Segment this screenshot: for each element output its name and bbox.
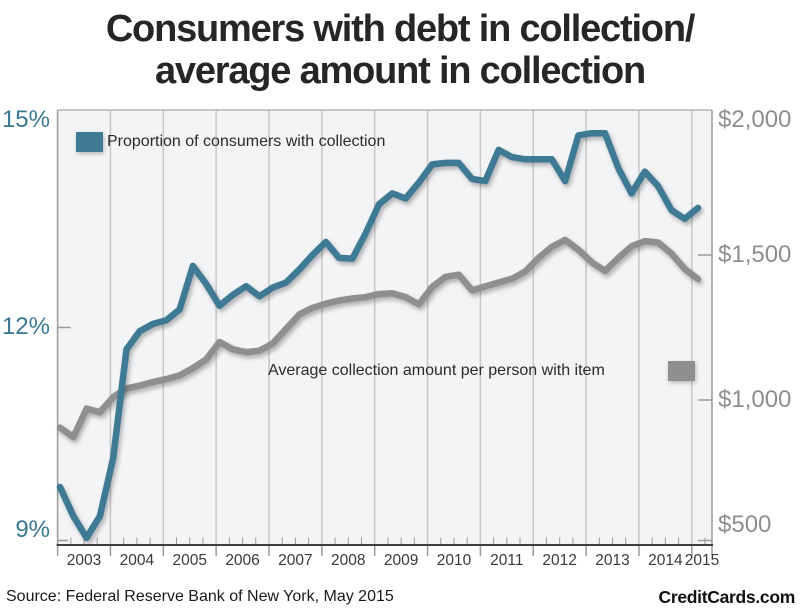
x-axis-year-label-2005: 2005 bbox=[172, 552, 207, 569]
x-axis-year-label-2010: 2010 bbox=[436, 552, 472, 569]
y-left-tick-label-12pct: 12% bbox=[1, 313, 50, 340]
legend-swatch-average-amount bbox=[668, 361, 695, 381]
y-left-tick-label-15pct: 15% bbox=[1, 106, 50, 133]
source-credit: Source: Federal Reserve Bank of New York… bbox=[6, 588, 394, 605]
y-right-tick-label-500: $500 bbox=[718, 511, 772, 538]
x-axis-year-label-2004: 2004 bbox=[119, 552, 155, 569]
y-left-tick-label-9pct: 9% bbox=[15, 516, 50, 543]
x-axis-year-label-2006: 2006 bbox=[225, 552, 260, 569]
chart-title-line1: Consumers with debt in collection/ bbox=[105, 8, 696, 50]
x-axis-year-label-2007: 2007 bbox=[278, 552, 313, 569]
y-right-tick-label-1500: $1,500 bbox=[718, 241, 792, 268]
chart-title-line2: average amount in collection bbox=[154, 50, 646, 92]
x-axis-year-label-2012: 2012 bbox=[542, 552, 577, 569]
x-axis-year-label-2008: 2008 bbox=[331, 552, 366, 569]
plot-area bbox=[57, 110, 713, 545]
axis-ticks bbox=[56, 254, 713, 556]
gridlines bbox=[109, 110, 693, 545]
x-axis-year-label-2011: 2011 bbox=[490, 552, 524, 569]
x-axis-year-label-2009: 2009 bbox=[383, 552, 419, 569]
x-axis-year-label-2014: 2014 bbox=[648, 552, 683, 569]
series-line-proportion-consumers bbox=[56, 129, 702, 542]
y-right-tick-label-2000: $2,000 bbox=[718, 106, 792, 133]
legend-swatch-proportion bbox=[76, 132, 103, 152]
plot-borders bbox=[56, 109, 713, 546]
x-axis-year-label-2013: 2013 bbox=[595, 552, 630, 569]
legend-label-average-amount: Average collection amount per person wit… bbox=[268, 362, 605, 379]
series-line-average-collection-amount bbox=[56, 236, 702, 441]
x-axis-year-label-2015: 2015 bbox=[684, 552, 720, 569]
x-axis-year-label-2003: 2003 bbox=[66, 552, 102, 569]
legend-label-proportion: Proportion of consumers with collection bbox=[107, 133, 386, 150]
y-right-tick-label-1000: $1,000 bbox=[718, 386, 792, 413]
brand-logo-text: CreditCards.com bbox=[658, 587, 795, 607]
